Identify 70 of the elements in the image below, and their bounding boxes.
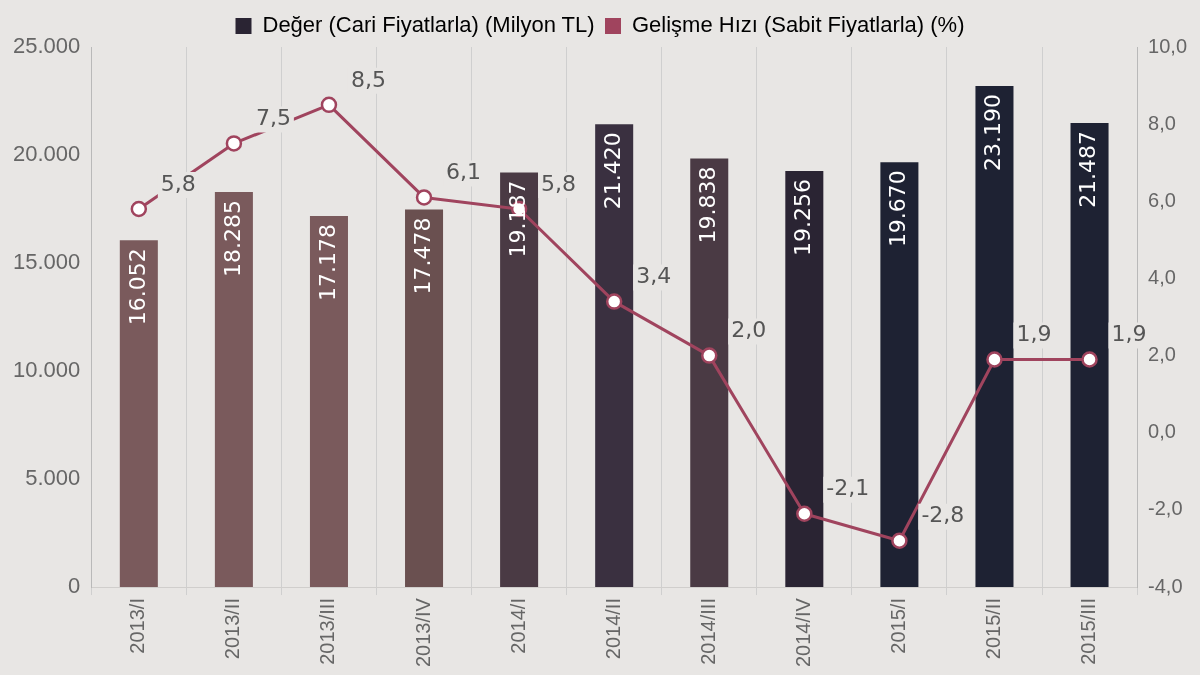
y2-tick-label: 0,0	[1148, 420, 1176, 443]
bar	[1070, 122, 1109, 588]
y2-tick-label: 8,0	[1148, 111, 1176, 134]
bar	[119, 240, 158, 588]
y2-tick-label: 10,0	[1148, 34, 1188, 57]
y-tick-label: 0	[68, 573, 81, 599]
bar	[595, 124, 634, 588]
y-tick-label: 10.000	[12, 357, 81, 383]
point	[130, 200, 148, 218]
data-label: 18.285	[219, 200, 245, 278]
data-label: 5,8	[541, 170, 577, 196]
bar	[214, 192, 253, 588]
data-label: 5,8	[160, 170, 196, 196]
x-tick-label: 2015/I	[886, 598, 909, 654]
data-label: 19.187	[504, 180, 530, 258]
x-tick-label: 2013/I	[126, 598, 149, 654]
data-label: 17.178	[314, 223, 340, 301]
y-tick-label: 20.000	[12, 141, 81, 167]
bar	[975, 86, 1014, 588]
x-tick-label: 2013/II	[221, 598, 244, 660]
data-label: 1,9	[1111, 321, 1147, 347]
x-tick-label: 2013/IV	[411, 597, 434, 668]
bar	[500, 172, 539, 588]
y2-tick-label: 4,0	[1148, 265, 1176, 288]
x-tick-label: 2014/IV	[791, 597, 814, 668]
data-label: 2,0	[731, 317, 767, 343]
point	[225, 135, 243, 152]
data-label: 21.420	[599, 132, 625, 210]
x-tick-label: 2014/I	[506, 598, 529, 654]
y-tick-label: 5.000	[25, 465, 81, 491]
data-label: 16.052	[124, 248, 150, 326]
x-tick-label: 2013/III	[316, 598, 339, 665]
data-label: 1,9	[1016, 321, 1052, 347]
x-tick-label: 2014/II	[601, 598, 624, 660]
y2-tick-label: -2,0	[1148, 497, 1183, 520]
point	[796, 505, 813, 523]
point	[701, 347, 718, 364]
x-tick-label: 2015/II	[981, 598, 1004, 660]
data-label: -2,1	[826, 475, 870, 501]
point	[1081, 351, 1098, 368]
point	[986, 351, 1003, 368]
y2-tick-label: 6,0	[1148, 188, 1176, 211]
y2-tick-label: -4,0	[1148, 574, 1183, 597]
point	[891, 532, 908, 550]
x-tick-label: 2015/III	[1077, 598, 1100, 665]
data-label: 3,4	[636, 263, 672, 289]
bar	[785, 171, 824, 588]
data-label: 21.487	[1075, 130, 1101, 208]
data-label: 19.256	[790, 179, 816, 257]
data-label: 17.478	[409, 217, 435, 295]
point	[415, 189, 433, 206]
point	[605, 293, 623, 310]
bar	[309, 215, 348, 588]
legend-label: Gelişme Hızı (Sabit Fiyatlarla) (%)	[632, 12, 965, 38]
data-label: 23.190	[980, 94, 1006, 172]
bar	[405, 209, 444, 588]
legend-label: Değer (Cari Fiyatlarla) (Milyon TL)	[262, 12, 595, 38]
data-label: 6,1	[446, 159, 482, 185]
point	[320, 96, 338, 114]
data-label: 8,5	[350, 66, 386, 92]
y-tick-label: 25.000	[12, 33, 81, 59]
y2-tick-label: 2,0	[1148, 343, 1176, 366]
data-label: 19.670	[885, 170, 911, 248]
bar	[690, 158, 729, 588]
bar	[880, 162, 919, 588]
x-tick-label: 2014/III	[696, 598, 719, 665]
data-label: 19.838	[694, 166, 720, 244]
data-label: 7,5	[255, 105, 291, 131]
data-label: -2,8	[921, 502, 965, 528]
y-tick-label: 15.000	[12, 249, 81, 275]
